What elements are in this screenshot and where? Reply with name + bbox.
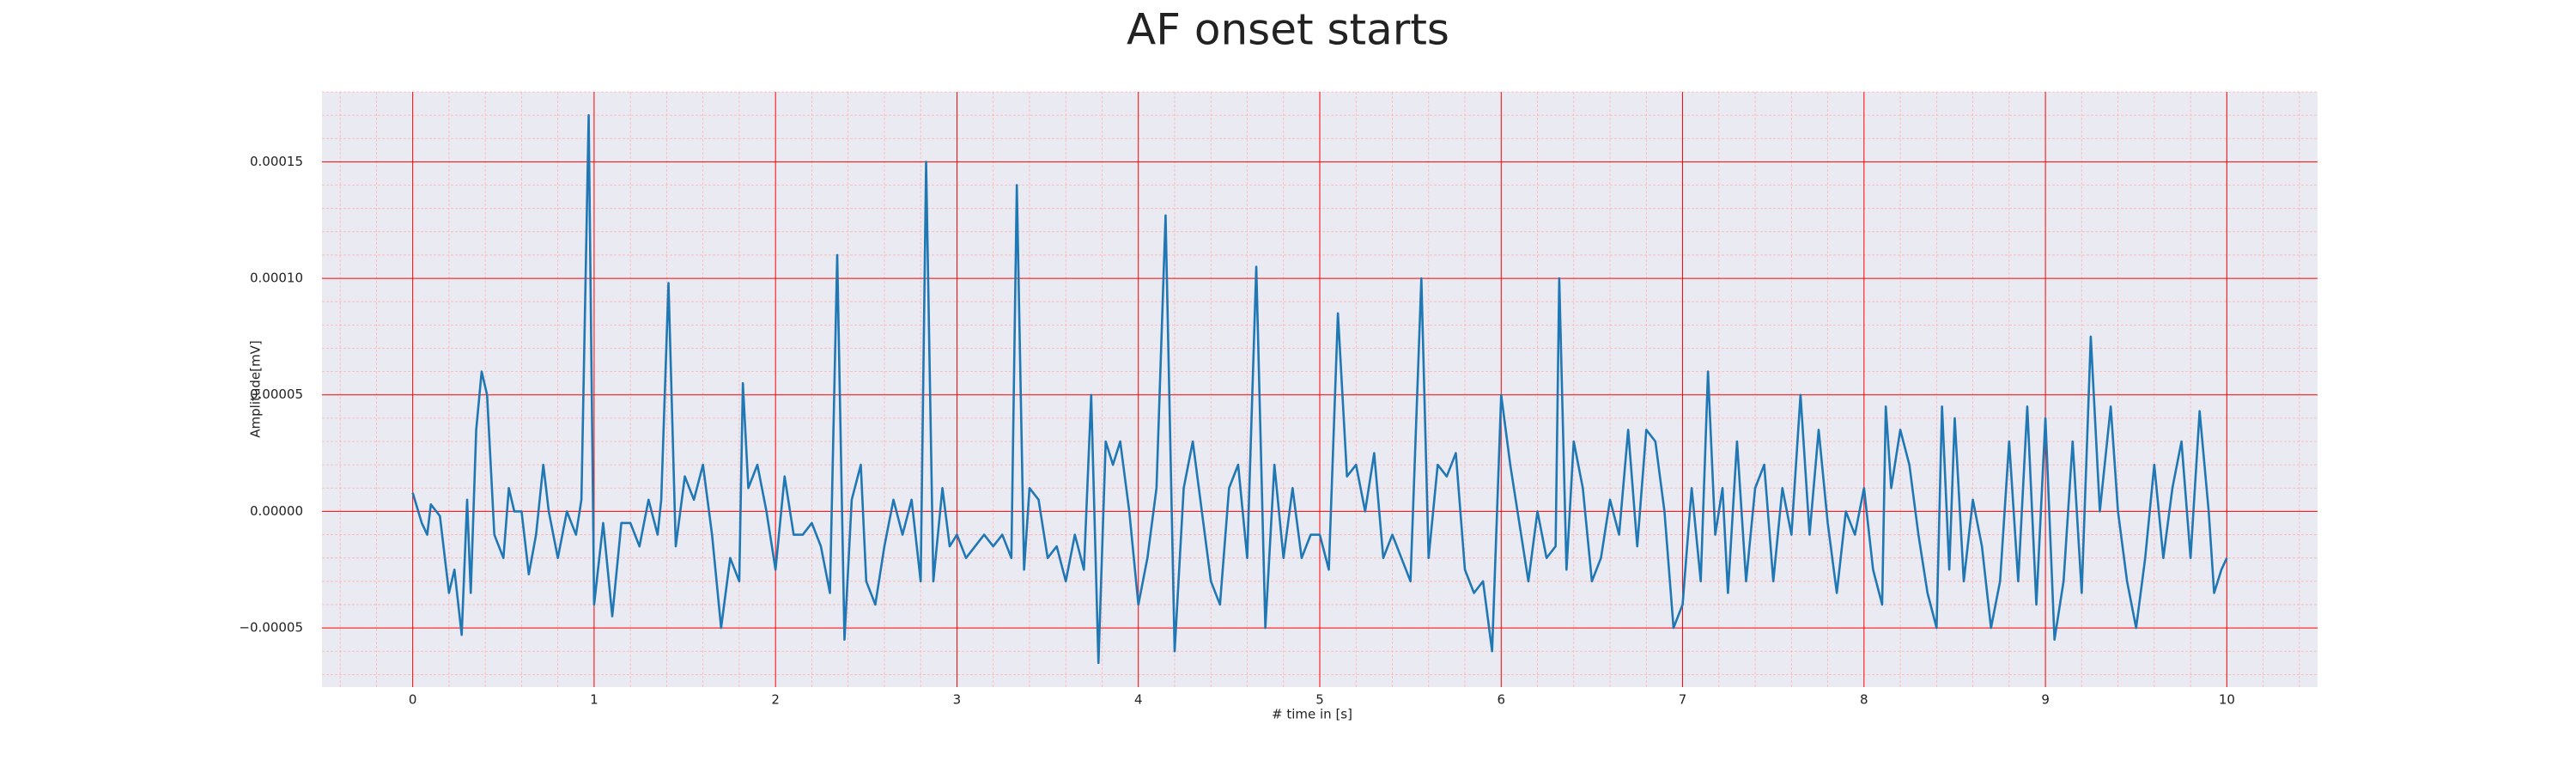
x-tick-label: 4 — [1134, 692, 1143, 708]
x-tick-label: 8 — [1860, 692, 1868, 708]
x-axis-label: # time in [s] — [1272, 707, 1352, 722]
y-tick-label: 0.00010 — [250, 271, 303, 286]
x-tick-label: 6 — [1497, 692, 1505, 708]
x-tick-label: 5 — [1315, 692, 1324, 708]
x-tick-label: 1 — [590, 692, 598, 708]
y-tick-label: 0.00015 — [250, 154, 303, 169]
x-tick-label: 0 — [409, 692, 417, 708]
x-tick-label: 10 — [2219, 692, 2235, 708]
x-tick-label: 2 — [771, 692, 780, 708]
chart-title: AF onset starts — [1127, 5, 1449, 55]
x-tick-label: 7 — [1679, 692, 1687, 708]
y-axis-label: Amplitude[mV] — [248, 340, 264, 437]
y-tick-label: −0.00005 — [239, 620, 303, 636]
y-tick-label: 0.00000 — [250, 503, 303, 519]
x-tick-label: 3 — [953, 692, 962, 708]
signal-line — [411, 113, 2228, 665]
y-tick-label: 0.00005 — [250, 386, 303, 402]
x-tick-label: 9 — [2041, 692, 2050, 708]
